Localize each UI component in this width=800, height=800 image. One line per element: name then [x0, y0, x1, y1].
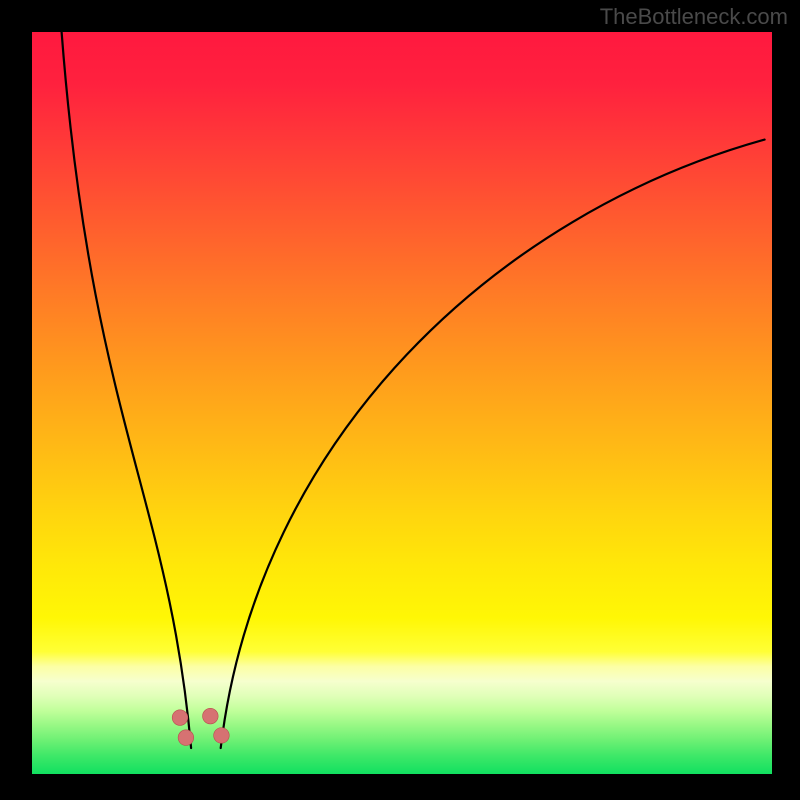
data-marker [178, 730, 194, 746]
data-marker [203, 708, 219, 724]
chart-background [32, 32, 772, 774]
data-marker [214, 728, 230, 744]
chart-root: { "watermark": { "text": "TheBottleneck.… [0, 0, 800, 800]
bottleneck-chart [0, 0, 800, 800]
data-marker [172, 710, 188, 726]
watermark-text: TheBottleneck.com [600, 4, 788, 30]
